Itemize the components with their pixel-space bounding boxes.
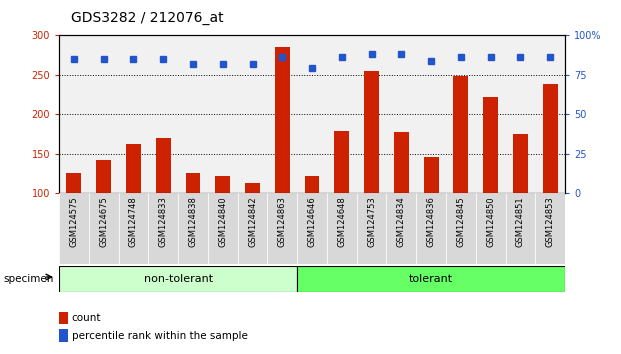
Text: GSM124646: GSM124646: [307, 196, 317, 247]
Bar: [356, 35, 386, 193]
Bar: [513, 134, 528, 193]
Bar: [148, 193, 178, 264]
Bar: [275, 47, 290, 193]
Bar: [327, 35, 356, 193]
Bar: [156, 138, 171, 193]
Text: GSM124836: GSM124836: [427, 196, 436, 247]
Bar: [453, 76, 468, 193]
Bar: [178, 35, 208, 193]
Text: GSM124845: GSM124845: [456, 196, 465, 247]
Text: GSM124853: GSM124853: [546, 196, 555, 247]
Bar: [59, 312, 68, 324]
Bar: [305, 176, 319, 193]
Bar: [59, 266, 297, 292]
Bar: [178, 193, 208, 264]
Bar: [297, 35, 327, 193]
Bar: [394, 132, 409, 193]
Text: tolerant: tolerant: [409, 274, 453, 284]
Text: GSM124863: GSM124863: [278, 196, 287, 247]
Text: percentile rank within the sample: percentile rank within the sample: [71, 331, 248, 341]
Text: GSM124753: GSM124753: [367, 196, 376, 247]
Bar: [268, 35, 297, 193]
Text: GSM124648: GSM124648: [337, 196, 347, 247]
Bar: [535, 193, 565, 264]
Bar: [89, 35, 119, 193]
Bar: [535, 35, 565, 193]
Bar: [66, 173, 81, 193]
Bar: [215, 176, 230, 193]
Bar: [364, 71, 379, 193]
Bar: [505, 193, 535, 264]
Bar: [446, 35, 476, 193]
Bar: [208, 193, 238, 264]
Text: GSM124833: GSM124833: [159, 196, 168, 247]
Text: GSM124675: GSM124675: [99, 196, 108, 247]
Bar: [59, 193, 89, 264]
Bar: [268, 193, 297, 264]
Bar: [297, 193, 327, 264]
Text: GSM124748: GSM124748: [129, 196, 138, 247]
Bar: [238, 193, 268, 264]
Bar: [386, 35, 416, 193]
Bar: [297, 266, 565, 292]
Bar: [208, 35, 238, 193]
Bar: [126, 144, 141, 193]
Bar: [483, 97, 498, 193]
Bar: [148, 35, 178, 193]
Bar: [416, 193, 446, 264]
Bar: [238, 35, 268, 193]
Bar: [119, 193, 148, 264]
Text: GSM124834: GSM124834: [397, 196, 406, 247]
Text: count: count: [71, 313, 101, 323]
Bar: [59, 329, 68, 342]
Bar: [446, 193, 476, 264]
Bar: [59, 35, 89, 193]
Bar: [505, 35, 535, 193]
Bar: [476, 35, 505, 193]
Bar: [245, 183, 260, 193]
Text: specimen: specimen: [3, 274, 53, 284]
Bar: [424, 158, 438, 193]
Bar: [119, 35, 148, 193]
Bar: [386, 193, 416, 264]
Bar: [476, 193, 505, 264]
Text: GDS3282 / 212076_at: GDS3282 / 212076_at: [71, 11, 224, 25]
Bar: [543, 84, 558, 193]
Bar: [186, 173, 201, 193]
Bar: [334, 131, 349, 193]
Bar: [96, 160, 111, 193]
Text: GSM124575: GSM124575: [70, 196, 78, 247]
Text: GSM124842: GSM124842: [248, 196, 257, 247]
Text: GSM124850: GSM124850: [486, 196, 495, 247]
Bar: [327, 193, 356, 264]
Text: GSM124851: GSM124851: [516, 196, 525, 247]
Bar: [416, 35, 446, 193]
Text: GSM124838: GSM124838: [188, 196, 197, 247]
Bar: [89, 193, 119, 264]
Text: non-tolerant: non-tolerant: [143, 274, 212, 284]
Text: GSM124840: GSM124840: [218, 196, 227, 247]
Bar: [356, 193, 386, 264]
